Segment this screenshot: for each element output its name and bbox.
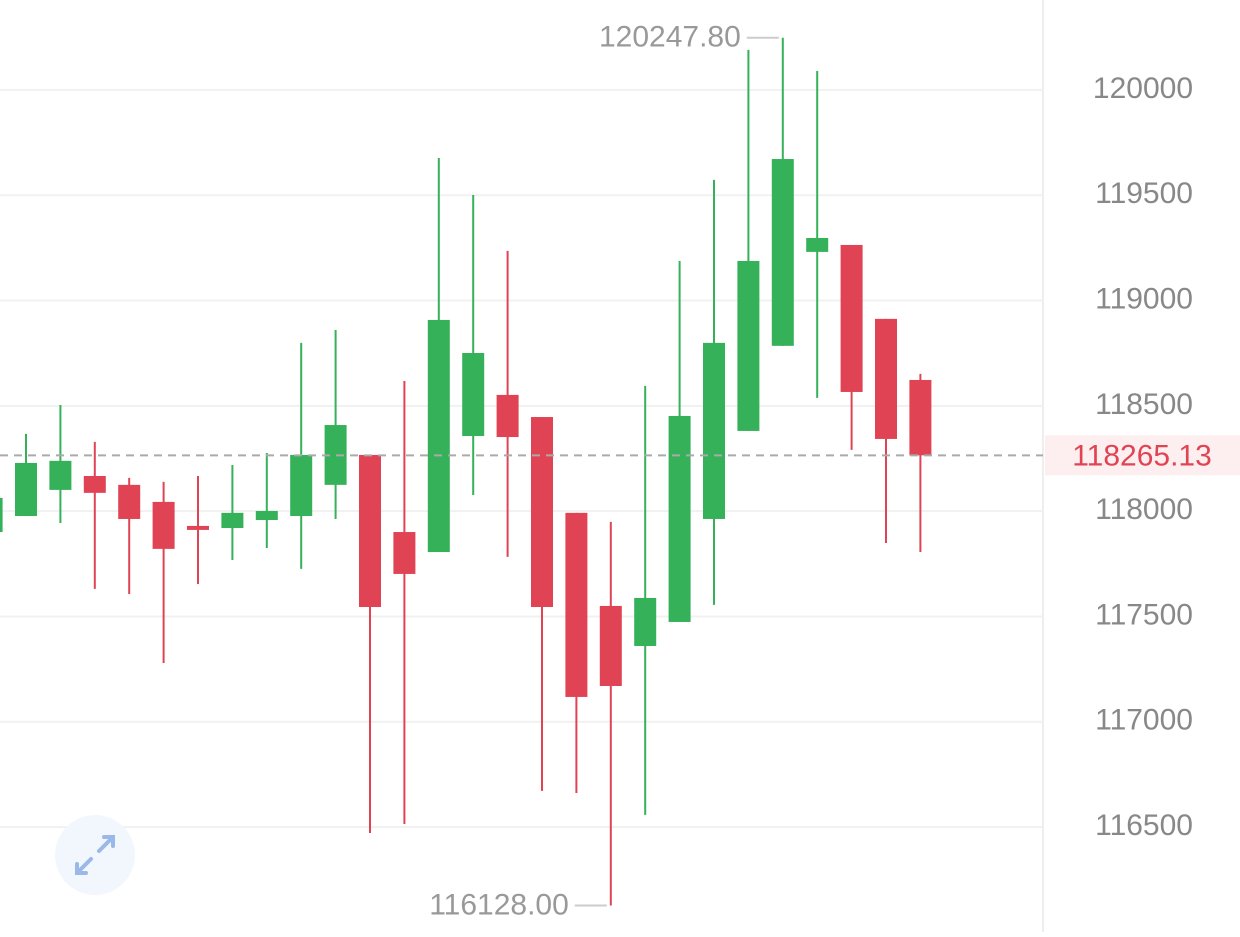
- candle-body: [49, 460, 72, 490]
- last-price-label: 118265.13: [1072, 439, 1212, 472]
- candle-body: [359, 454, 381, 608]
- y-tick-label: 118500: [1095, 388, 1193, 421]
- max-label: 120247.80: [599, 21, 741, 54]
- expand-icon[interactable]: [75, 835, 115, 875]
- plot: 116500 117000 117500 118000 118500 119000 1195…: [0, 21, 1240, 921]
- y-tick-label: 117000: [1095, 704, 1193, 737]
- candle-body: [875, 318, 897, 439]
- candle-body: [668, 415, 691, 622]
- y-tick-label: 119500: [1095, 177, 1193, 210]
- candle-body: [393, 532, 416, 574]
- expand-button-bg[interactable]: [55, 815, 135, 895]
- candle-body: [771, 159, 794, 346]
- min-label: 116128.00: [429, 888, 569, 921]
- candle-body: [118, 484, 141, 519]
- candle-body: [83, 476, 106, 493]
- candle-body: [909, 379, 932, 456]
- y-tick-label: 117500: [1095, 598, 1193, 631]
- y-tick-label: 119000: [1095, 282, 1193, 315]
- candle-body: [290, 454, 313, 517]
- candle-body: [221, 512, 244, 529]
- candle-body: [806, 238, 829, 252]
- candle-body: [531, 417, 553, 608]
- candle-body: [496, 394, 519, 438]
- candle-body: [703, 342, 725, 519]
- candle-body: [427, 319, 450, 553]
- last-price-box: [1045, 435, 1240, 476]
- expand-button[interactable]: [55, 815, 135, 895]
- candle-body: [0, 497, 3, 533]
- candle-body: [840, 244, 863, 392]
- candle-body: [634, 597, 657, 646]
- candle-body: [152, 501, 175, 549]
- y-tick-label: 118000: [1095, 493, 1193, 526]
- candle-body: [462, 353, 485, 436]
- candle-body: [324, 425, 347, 485]
- candle-body: [599, 605, 622, 686]
- candle-body: [565, 512, 588, 697]
- y-tick-label: 116500: [1095, 809, 1193, 842]
- candle-body: [187, 525, 209, 530]
- candle-body: [737, 260, 760, 431]
- candle-body: [255, 510, 278, 521]
- candle-body: [15, 462, 37, 517]
- y-tick-label: 120000: [1093, 72, 1193, 105]
